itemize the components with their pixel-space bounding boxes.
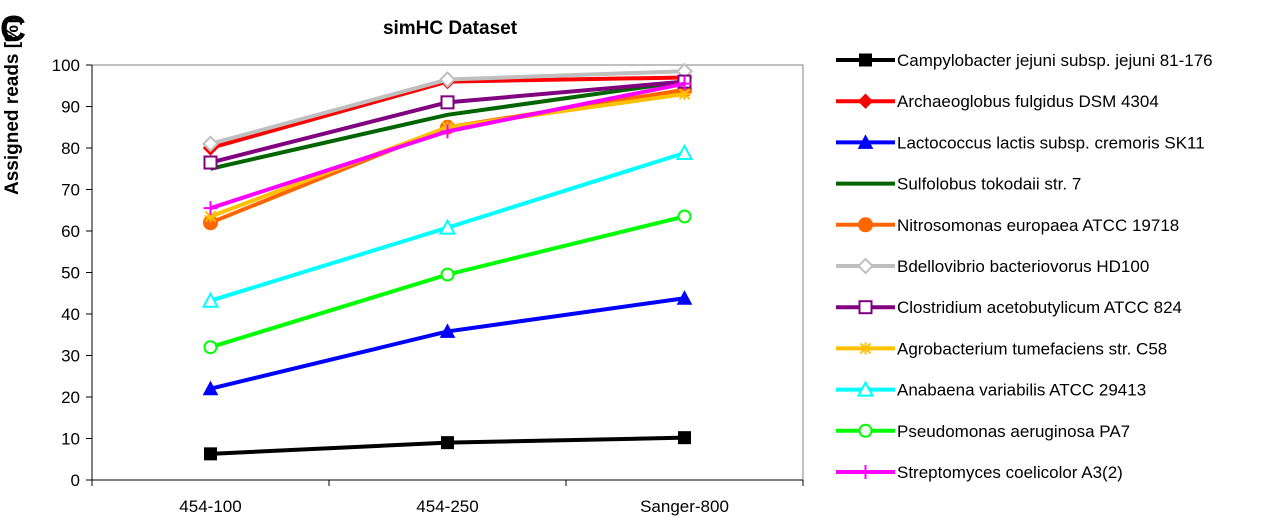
data-point: [202, 380, 219, 396]
legend-label: Clostridium acetobutylicum ATCC 824: [897, 298, 1182, 317]
legend-marker: [857, 134, 874, 149]
data-point: [202, 135, 219, 153]
series-group: [210, 79, 685, 171]
legend-marker: [856, 380, 875, 397]
legend-item: Agrobacterium tumefaciens str. C58: [836, 339, 1167, 358]
legend-marker: [858, 217, 873, 233]
y-tick-label: 100: [52, 56, 80, 75]
data-point: [675, 143, 694, 160]
series-line: [209, 92, 685, 219]
legend-marker: [857, 257, 874, 275]
data-point: [203, 155, 218, 170]
legend-item: Lactococcus lactis subsp. cremoris SK11: [836, 133, 1205, 152]
series-group: [204, 431, 691, 461]
legend-marker: [857, 93, 874, 109]
legend-item: Clostridium acetobutylicum ATCC 824: [836, 298, 1182, 317]
data-point: [678, 88, 691, 101]
legend-label: Sulfolobus tokodaii str. 7: [897, 175, 1081, 194]
legend-item: Bdellovibrio bacteriovorus HD100: [836, 257, 1149, 276]
series-line: [210, 296, 685, 391]
legend-label: Archaeoglobus fulgidus DSM 4304: [897, 92, 1159, 111]
y-tick-label: 80: [61, 139, 80, 158]
data-point: [438, 218, 457, 235]
data-point: [203, 340, 218, 355]
legend-item: Archaeoglobus fulgidus DSM 4304: [836, 92, 1159, 111]
data-point: [440, 267, 455, 282]
legend-label: Lactococcus lactis subsp. cremoris SK11: [897, 133, 1205, 152]
chart-title: simHC Dataset: [382, 18, 518, 39]
data-point: [203, 201, 218, 216]
legend-label: Agrobacterium tumefaciens str. C58: [897, 339, 1167, 358]
y-tick-label: 0: [71, 471, 80, 490]
legend-label: Campylobacter jejuni subsp. jejuni 81-17…: [897, 51, 1213, 70]
legend-label: Bdellovibrio bacteriovorus HD100: [897, 257, 1149, 276]
data-point: [439, 323, 456, 338]
series-group: [203, 209, 692, 355]
legend-label: Pseudomonas aeruginosa PA7: [897, 422, 1130, 441]
legend-item: Streptomyces coelicolor A3(2): [836, 463, 1123, 482]
legend-marker: [858, 423, 873, 438]
data-point: [204, 447, 217, 461]
legend-label: Streptomyces coelicolor A3(2): [897, 463, 1123, 482]
y-tick-label: 90: [61, 98, 80, 117]
series-line: [210, 79, 685, 171]
data-point: [204, 210, 217, 223]
y-tick-label: 20: [61, 388, 80, 407]
data-point: [677, 76, 692, 91]
series-group: [203, 76, 692, 216]
data-point: [677, 209, 692, 224]
data-point: [441, 436, 454, 450]
x-tick-label: 454-100: [179, 497, 241, 516]
series-line: [209, 87, 685, 225]
data-point: [676, 290, 693, 305]
data-point: [440, 95, 455, 110]
legend-marker: [859, 342, 872, 355]
legend-label: Nitrosomonas europaea ATCC 19718: [897, 216, 1179, 235]
series-group: [202, 290, 693, 396]
y-tick-label: 50: [61, 264, 80, 283]
y-tick-label: 30: [61, 347, 80, 366]
series-group: [201, 143, 694, 308]
legend-item: Nitrosomonas europaea ATCC 19718: [836, 216, 1179, 235]
legend-marker: [858, 300, 873, 315]
y-tick-label: 40: [61, 305, 80, 324]
y-tick-label: 60: [61, 222, 80, 241]
legend-label: Anabaena variabilis ATCC 29413: [897, 381, 1146, 400]
panel-letter: C: [0, 8, 26, 49]
legend-marker: [858, 465, 873, 479]
legend-item: Pseudomonas aeruginosa PA7: [836, 422, 1130, 441]
y-tick-label: 10: [61, 430, 80, 449]
legend-item: Campylobacter jejuni subsp. jejuni 81-17…: [836, 51, 1213, 70]
x-tick-label: 454-250: [416, 497, 478, 516]
y-tick-label: 70: [61, 181, 80, 200]
legend-item: Anabaena variabilis ATCC 29413: [836, 380, 1146, 400]
data-point: [439, 71, 456, 88]
legend-marker: [859, 53, 872, 67]
x-tick-label: Sanger-800: [640, 497, 729, 516]
data-point: [440, 124, 455, 139]
series-group: [203, 74, 692, 170]
data-point: [678, 431, 691, 445]
data-point: [201, 291, 220, 308]
legend-item: Sulfolobus tokodaii str. 7: [836, 175, 1081, 194]
